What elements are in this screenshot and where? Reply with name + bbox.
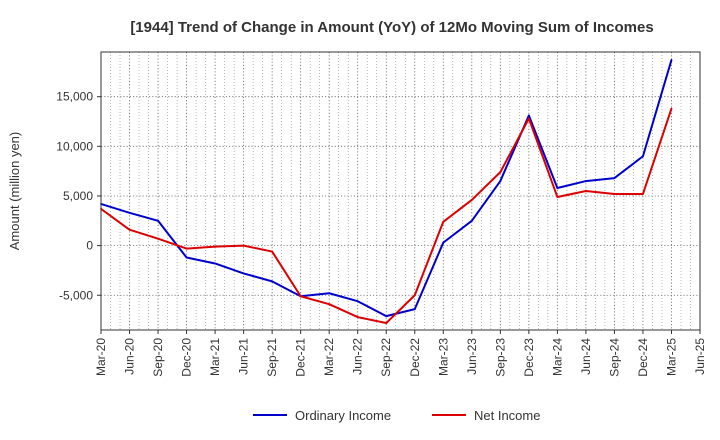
x-tick-label: Jun-22 [351,338,365,375]
legend: Ordinary Income Net Income [253,408,540,423]
x-tick-label: Mar-25 [664,338,678,376]
x-tick-label: Sep-23 [493,338,507,377]
y-tick-label: 0 [86,239,93,253]
x-tick-label: Jun-20 [123,338,137,375]
data-point [385,315,388,317]
x-tick-label: Dec-20 [180,338,194,377]
legend-label: Net Income [474,408,540,423]
data-point [185,247,188,250]
data-point [442,220,445,223]
x-axis-ticks: Mar-20 Jun-20 Sep-20 Dec-20 Mar-21 Jun-21 Sep-… [94,330,707,377]
y-tick-label: 5,000 [63,189,93,203]
x-tick-label: Sep-24 [607,338,621,377]
data-point [328,292,331,295]
x-tick-label: Jun-21 [237,338,251,375]
x-tick-label: Mar-23 [436,338,450,376]
y-tick-label: 15,000 [56,90,93,104]
data-point [242,272,245,275]
data-point [271,250,274,253]
x-tick-label: Mar-24 [550,338,564,376]
data-point [128,228,131,231]
data-point [585,190,587,192]
x-tick-label: Jun-23 [465,338,479,375]
data-point [385,322,388,324]
x-tick-label: Sep-22 [379,338,393,377]
x-tick-label: Dec-23 [522,338,536,377]
data-point [328,303,331,306]
data-point [556,196,559,198]
data-point [299,295,302,298]
data-point [413,294,416,297]
data-point [157,237,159,240]
x-tick-label: Mar-21 [208,338,222,376]
data-point [670,107,673,110]
plot-border [100,51,701,331]
data-point [556,187,559,189]
data-point [271,280,274,283]
data-point [470,219,473,222]
data-point [214,245,216,248]
y-tick-label: -5,000 [59,288,93,302]
chart-title: [1944] Trend of Change in Amount (YoY) o… [130,19,653,36]
data-point [499,171,502,174]
data-point [356,316,359,318]
data-point [527,114,530,117]
y-tick-label: 10,000 [56,139,93,153]
data-point [613,177,616,179]
x-tick-label: Dec-24 [636,338,650,377]
data-point [413,308,416,311]
x-tick-label: Dec-21 [294,338,308,377]
plot-area [101,52,700,330]
data-point [128,211,131,214]
data-point [642,155,644,158]
series-lines [100,51,701,331]
data-point [442,241,445,244]
legend-net-income: Net Income [432,408,540,423]
legend-label: Ordinary Income [295,408,391,423]
x-tick-label: Mar-22 [322,338,336,376]
data-point [613,193,616,195]
data-point [585,180,587,182]
plot-background [101,52,700,330]
x-tick-label: Sep-21 [265,338,279,377]
data-point [185,256,188,259]
x-tick-label: Sep-20 [151,338,165,377]
data-point [242,244,245,247]
x-tick-label: Jun-24 [579,338,593,375]
y-axis-label: Amount (million yen) [7,132,22,251]
data-point [499,180,502,182]
legend-ordinary-income: Ordinary Income [253,408,391,423]
data-point [670,59,673,61]
data-point [470,199,473,201]
data-point [157,219,159,222]
x-tick-label: Jun-25 [693,338,707,375]
y-axis-ticks: -5,000 0 5,000 10,000 15,000 [56,90,101,302]
data-point [214,262,216,265]
data-point [642,193,644,195]
x-tick-label: Mar-20 [94,338,108,376]
data-point [527,117,530,120]
x-tick-label: Dec-22 [408,338,422,377]
data-point [356,300,359,303]
